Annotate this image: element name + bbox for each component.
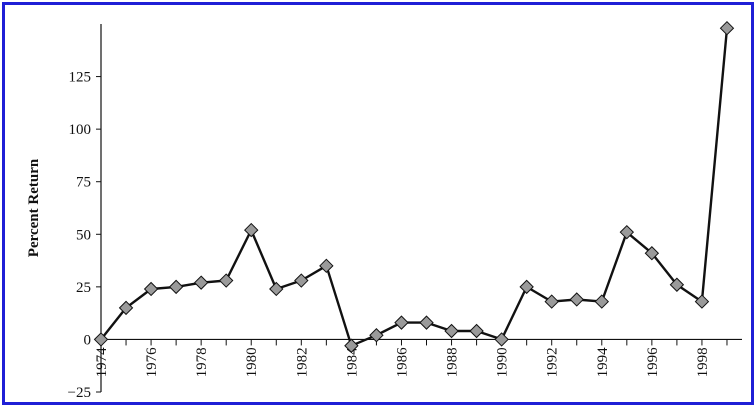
x-tick-label: 1998 — [695, 347, 711, 377]
x-tick-label: 1988 — [445, 347, 461, 377]
data-point-1978 — [193, 275, 209, 290]
x-ticks: 1974 1976 1978 1980 1982 1984 1986 1988 1990 1992… — [94, 339, 728, 378]
y-tick-label: 25 — [76, 280, 91, 296]
y-tick-label: −25 — [68, 385, 91, 401]
data-point-1988 — [444, 323, 459, 339]
y-tick-label: 0 — [84, 332, 92, 348]
x-tick-label: 1976 — [144, 347, 160, 378]
x-tick-label: 1990 — [495, 347, 511, 377]
data-point-1981 — [269, 281, 284, 297]
y-tick-label: 75 — [76, 175, 91, 191]
data-point-1985 — [369, 328, 384, 343]
x-tick-label: 1978 — [194, 347, 210, 377]
data-point-1983 — [319, 258, 334, 274]
y-ticks: −25 0 25 50 75 100 125 — [68, 70, 101, 401]
data-point-1996 — [644, 246, 660, 261]
data-point-1982 — [294, 273, 309, 288]
y-tick-label: 100 — [69, 122, 92, 138]
data-point-1997 — [669, 277, 685, 292]
data-point-1977 — [168, 279, 184, 295]
data-point-1994 — [594, 294, 609, 309]
data-point-1980 — [244, 222, 259, 238]
data-point-1987 — [419, 315, 434, 330]
x-tick-label: 1986 — [394, 347, 410, 378]
data-point-1976 — [143, 281, 159, 297]
data-point-1986 — [394, 315, 409, 330]
data-point-1999 — [719, 20, 735, 36]
x-tick-label: 1980 — [244, 347, 260, 377]
data-point-1991 — [519, 279, 534, 295]
data-point-1979 — [218, 273, 234, 288]
data-point-1990 — [494, 332, 509, 347]
data-point-1975 — [118, 300, 134, 316]
data-point-1989 — [469, 323, 484, 339]
data-point-1998 — [694, 294, 710, 309]
data-point-1984 — [344, 338, 359, 353]
x-tick-label: 1994 — [595, 347, 611, 378]
data-point-1974 — [93, 332, 109, 347]
series-line — [100, 28, 729, 347]
series-line-path — [100, 28, 729, 347]
x-tick-label: 1996 — [645, 347, 661, 378]
x-tick-label: 1974 — [94, 347, 110, 378]
data-point-1995 — [619, 224, 635, 240]
data-point-1993 — [569, 292, 584, 307]
data-point-1992 — [544, 294, 559, 309]
y-tick-label: 50 — [76, 227, 91, 243]
x-tick-label: 1984 — [344, 347, 360, 378]
y-axis-title: Percent Return — [26, 158, 42, 257]
y-tick-label: 125 — [69, 70, 92, 86]
x-tick-label: 1982 — [294, 347, 310, 377]
series-markers — [93, 20, 735, 353]
axes — [100, 24, 742, 392]
x-tick-label: 1992 — [545, 347, 561, 377]
